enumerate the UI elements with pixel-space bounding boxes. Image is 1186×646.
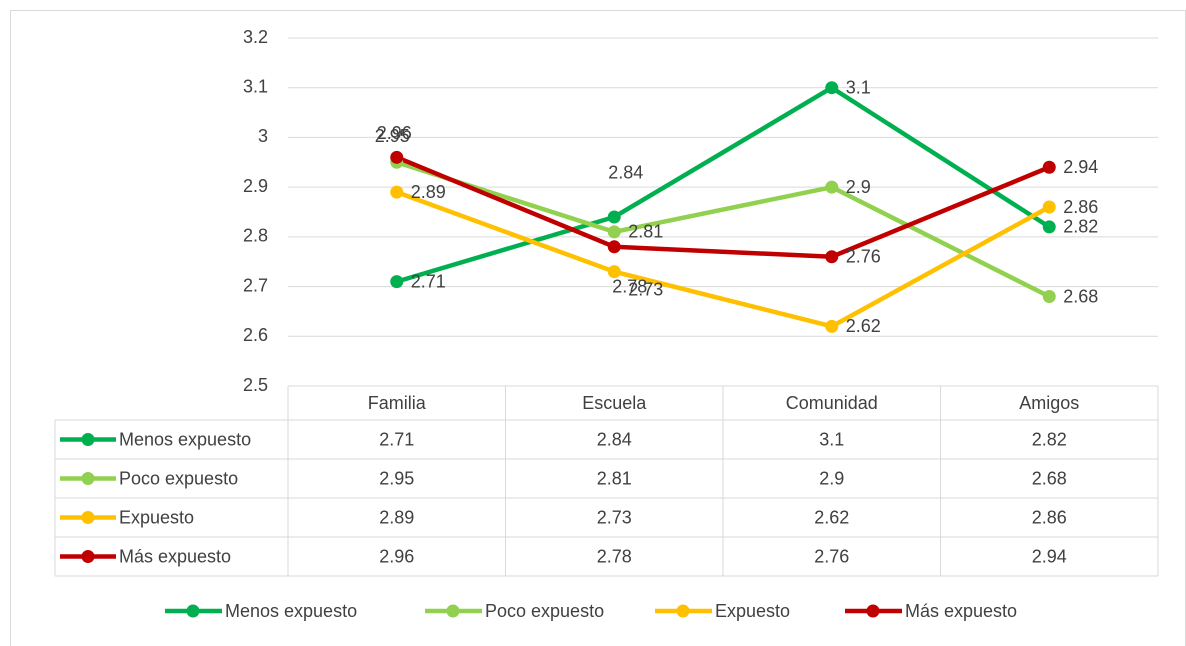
data-label: 2.96 — [377, 123, 412, 143]
table-legend-marker — [81, 433, 95, 446]
data-point — [1042, 290, 1056, 304]
y-tick-label: 2.5 — [243, 375, 268, 395]
data-point — [825, 250, 839, 264]
data-point — [390, 150, 404, 164]
legend-label: Menos expuesto — [225, 601, 357, 621]
data-label: 2.94 — [1063, 157, 1098, 177]
table-value: 3.1 — [819, 429, 844, 449]
data-point — [390, 275, 404, 289]
data-point — [607, 265, 621, 279]
table-value: 2.78 — [597, 546, 632, 566]
series-line — [396, 160, 1051, 299]
data-point — [607, 240, 621, 254]
series-line — [395, 155, 1051, 259]
legend-marker — [186, 604, 200, 618]
data-label: 2.81 — [628, 222, 663, 242]
table-value: 2.84 — [597, 429, 632, 449]
table-series-name: Expuesto — [119, 507, 194, 527]
table-value: 2.76 — [814, 546, 849, 566]
data-point — [607, 225, 621, 239]
data-label: 2.68 — [1063, 286, 1098, 306]
data-point — [825, 319, 839, 333]
table-series-name: Poco expuesto — [119, 468, 238, 488]
y-tick-label: 3 — [258, 126, 268, 146]
table-legend-marker — [81, 511, 95, 524]
y-tick-label: 2.9 — [243, 176, 268, 196]
data-label: 2.9 — [846, 177, 871, 197]
table-value: 2.89 — [379, 507, 414, 527]
chart-border — [10, 10, 1186, 646]
y-tick-label: 3.2 — [243, 27, 268, 47]
table-value: 2.94 — [1032, 546, 1067, 566]
series-line — [396, 85, 1051, 284]
table-legend-marker — [81, 550, 95, 563]
table-legend-marker — [81, 472, 95, 485]
data-point — [825, 180, 839, 194]
table-series-name: Más expuesto — [119, 546, 231, 566]
legend-marker — [866, 604, 880, 618]
table-value: 2.68 — [1032, 468, 1067, 488]
legend-label: Más expuesto — [905, 601, 1017, 621]
legend-label: Expuesto — [715, 601, 790, 621]
data-point — [825, 81, 839, 95]
x-tick-label: Comunidad — [786, 393, 878, 413]
y-tick-label: 2.8 — [243, 226, 268, 246]
y-tick-label: 2.7 — [243, 275, 268, 295]
table-value: 2.95 — [379, 468, 414, 488]
data-label: 2.73 — [628, 279, 663, 299]
x-tick-label: Familia — [368, 393, 427, 413]
table-value: 2.73 — [597, 507, 632, 527]
data-label: 2.84 — [608, 163, 643, 183]
table-value: 2.71 — [379, 429, 414, 449]
table-value: 2.96 — [379, 546, 414, 566]
y-tick-label: 2.6 — [243, 325, 268, 345]
table-value: 2.81 — [597, 468, 632, 488]
data-label: 2.71 — [411, 271, 446, 291]
data-label: 3.1 — [846, 77, 871, 97]
data-label: 2.62 — [846, 316, 881, 336]
x-tick-label: Escuela — [582, 393, 647, 413]
data-label: 2.89 — [411, 182, 446, 202]
y-tick-label: 3.1 — [243, 76, 268, 96]
data-point — [607, 210, 621, 224]
data-point — [1042, 160, 1056, 174]
x-tick-label: Amigos — [1019, 393, 1079, 413]
data-label: 2.82 — [1063, 217, 1098, 237]
data-point — [1042, 200, 1056, 214]
data-label: 2.95 — [375, 126, 410, 146]
table-value: 2.86 — [1032, 507, 1067, 527]
table-value: 2.62 — [814, 507, 849, 527]
data-point — [1042, 220, 1056, 234]
legend-marker — [446, 604, 460, 618]
table-series-name: Menos expuesto — [119, 429, 251, 449]
legend-marker — [676, 604, 690, 618]
data-point — [390, 185, 404, 199]
table-value: 2.82 — [1032, 429, 1067, 449]
series-line — [395, 190, 1051, 329]
data-label: 2.76 — [846, 246, 881, 266]
data-label: 2.86 — [1063, 197, 1098, 217]
data-label: 2.78 — [612, 277, 647, 297]
table-value: 2.9 — [819, 468, 844, 488]
legend-label: Poco expuesto — [485, 601, 604, 621]
